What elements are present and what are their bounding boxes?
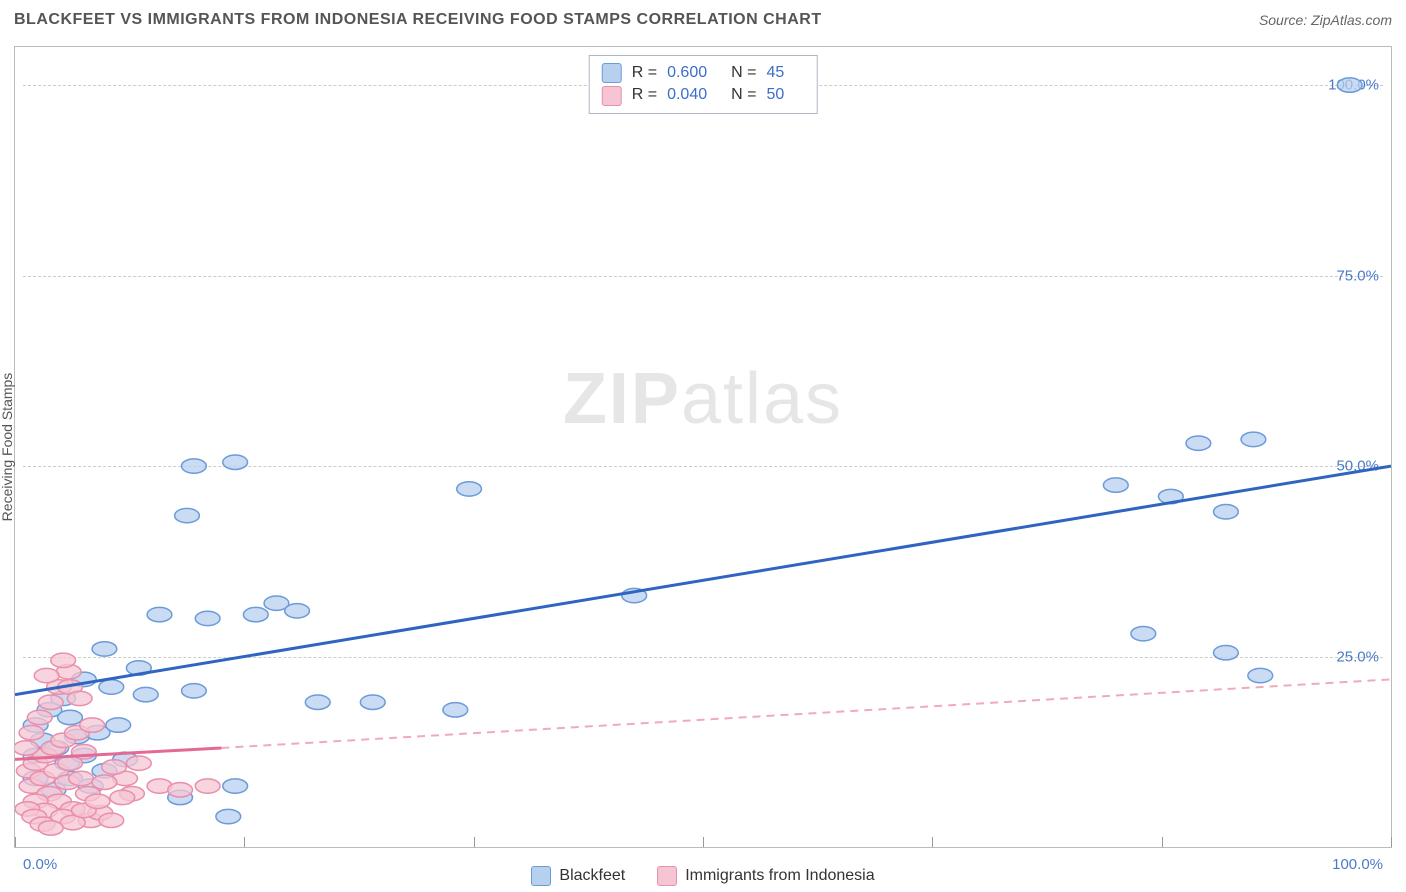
data-point	[1337, 78, 1362, 92]
data-point	[15, 741, 38, 755]
trend-line	[15, 466, 1391, 695]
data-point	[1241, 432, 1266, 446]
data-point	[126, 756, 151, 770]
data-point	[102, 760, 127, 774]
trend-line	[221, 679, 1391, 748]
data-point	[443, 703, 468, 717]
data-point	[360, 695, 385, 709]
data-point	[1131, 626, 1156, 640]
data-point	[1248, 668, 1273, 682]
data-point	[1186, 436, 1211, 450]
data-point	[80, 718, 105, 732]
source-credit: Source: ZipAtlas.com	[1259, 12, 1392, 28]
stats-legend-box: R = 0.600 N = 45 R = 0.040 N = 50	[589, 55, 818, 114]
data-point	[175, 508, 200, 522]
r-label: R =	[632, 62, 657, 84]
n-value: 45	[766, 62, 784, 84]
data-point	[92, 775, 117, 789]
data-point	[285, 604, 310, 618]
data-point	[51, 653, 76, 667]
series-swatch	[602, 86, 622, 106]
data-point	[181, 459, 206, 473]
series-swatch	[602, 63, 622, 83]
y-axis-label: Receiving Food Stamps	[0, 373, 15, 522]
data-point	[85, 794, 110, 808]
data-point	[99, 680, 124, 694]
data-point	[34, 668, 59, 682]
data-point	[92, 642, 117, 656]
r-value: 0.600	[667, 62, 707, 84]
data-point	[58, 710, 83, 724]
data-point	[38, 821, 63, 835]
legend-swatch	[657, 866, 677, 886]
legend-swatch	[531, 866, 551, 886]
data-point	[1213, 505, 1238, 519]
data-point	[38, 695, 63, 709]
n-label: N =	[731, 84, 756, 106]
r-label: R =	[632, 84, 657, 106]
data-point	[195, 779, 220, 793]
legend-label: Immigrants from Indonesia	[685, 867, 874, 885]
data-point	[305, 695, 330, 709]
data-point	[67, 691, 92, 705]
plot-area: 25.0%50.0%75.0%100.0%	[15, 47, 1391, 847]
x-tick	[1391, 837, 1392, 847]
data-point	[223, 779, 248, 793]
stats-row: R = 0.600 N = 45	[602, 62, 799, 84]
source-name: ZipAtlas.com	[1311, 12, 1392, 28]
source-prefix: Source:	[1259, 12, 1311, 28]
chart-container: Receiving Food Stamps ZIPatlas 25.0%50.0…	[14, 46, 1392, 848]
data-point	[99, 813, 124, 827]
data-point	[133, 687, 158, 701]
data-point	[110, 790, 135, 804]
data-point	[1213, 646, 1238, 660]
legend-label: Blackfeet	[559, 867, 625, 885]
data-point	[19, 726, 44, 740]
n-label: N =	[731, 62, 756, 84]
data-point	[69, 771, 94, 785]
chart-svg	[15, 47, 1391, 847]
r-value: 0.040	[667, 84, 707, 106]
data-point	[223, 455, 248, 469]
data-point	[181, 684, 206, 698]
data-point	[106, 718, 131, 732]
data-point	[1103, 478, 1128, 492]
data-point	[243, 607, 268, 621]
data-point	[216, 809, 241, 823]
n-value: 50	[766, 84, 784, 106]
legend-item: Immigrants from Indonesia	[657, 866, 874, 886]
data-point	[457, 482, 482, 496]
data-point	[195, 611, 220, 625]
legend-item: Blackfeet	[531, 866, 625, 886]
stats-row: R = 0.040 N = 50	[602, 84, 799, 106]
data-point	[168, 783, 193, 797]
data-point	[27, 710, 52, 724]
chart-title: BLACKFEET VS IMMIGRANTS FROM INDONESIA R…	[14, 11, 822, 29]
bottom-legend: Blackfeet Immigrants from Indonesia	[0, 866, 1406, 886]
data-point	[147, 607, 172, 621]
